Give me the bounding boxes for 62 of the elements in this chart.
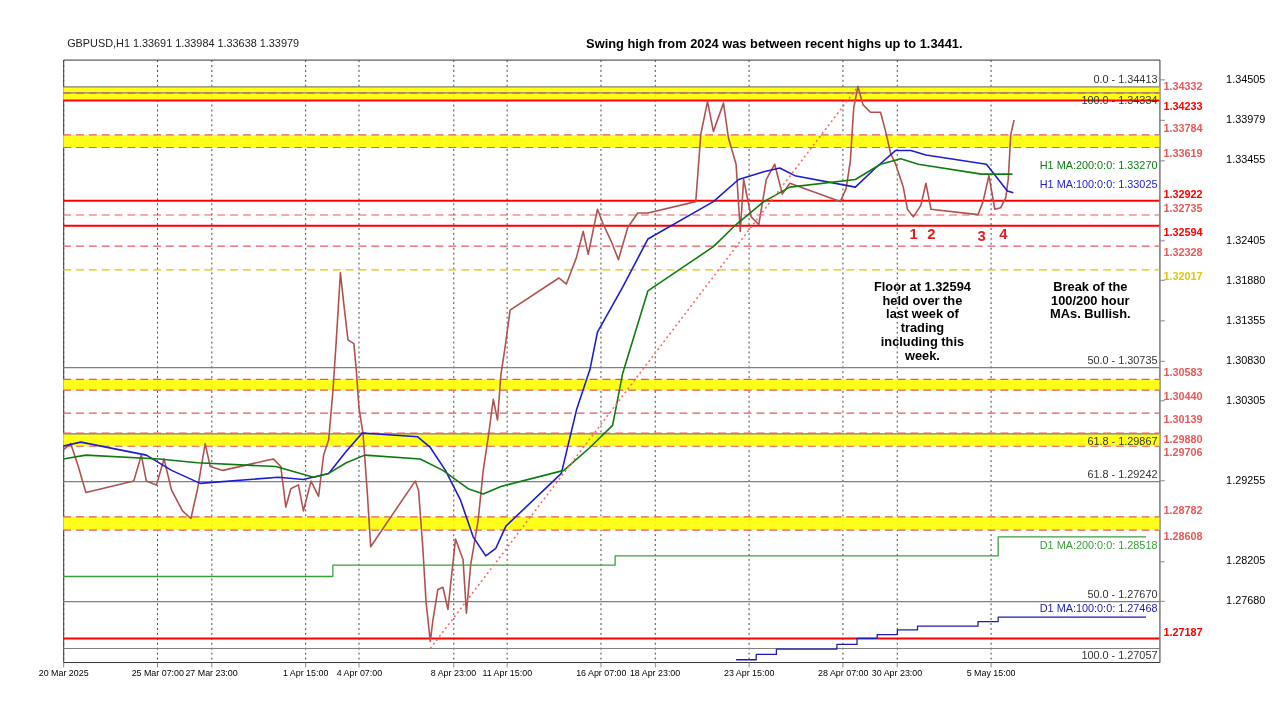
x-tick-label: 18 Apr 23:00 bbox=[629, 668, 681, 679]
ref-line-label: 1.32594 bbox=[1163, 225, 1203, 238]
y-tick-label: 1.30305 bbox=[1226, 393, 1266, 406]
ref-line-label: 1.28608 bbox=[1163, 529, 1203, 542]
x-tick-label: 30 Apr 23:00 bbox=[871, 668, 923, 679]
ref-line-label: 1.29880 bbox=[1163, 432, 1203, 445]
ref-line-label: 1.32328 bbox=[1163, 245, 1203, 258]
y-tick-label: 1.33979 bbox=[1226, 113, 1266, 126]
annotation: 50.0 - 1.30735 bbox=[1087, 353, 1158, 366]
y-tick-label: 1.33455 bbox=[1226, 153, 1266, 166]
y-tick-label: 1.29255 bbox=[1226, 474, 1266, 487]
line-series bbox=[62, 85, 1015, 643]
x-tick-label: 1 Apr 15:00 bbox=[282, 668, 329, 679]
ref-line-label: 1.29706 bbox=[1163, 446, 1203, 459]
ref-line-label: 1.30440 bbox=[1163, 390, 1203, 403]
x-tick-label: 16 Apr 07:00 bbox=[576, 668, 627, 679]
x-tick-label: 27 Mar 23:00 bbox=[185, 668, 238, 679]
chart-title: GBPUSD,H1 1.33691 1.33984 1.33638 1.33979 bbox=[67, 36, 299, 49]
x-tick-label: 23 Apr 15:00 bbox=[724, 668, 775, 679]
annotation: 61.8 - 1.29242 bbox=[1087, 467, 1158, 480]
x-tick-label: 20 Mar 2025 bbox=[38, 668, 89, 679]
x-tick-label: 5 May 15:00 bbox=[966, 668, 1016, 679]
series-label: D1 MA:200:0:0: 1.28518 bbox=[1039, 538, 1158, 551]
ref-line-label: 1.33619 bbox=[1163, 147, 1203, 160]
ref-line-label: 1.32922 bbox=[1163, 187, 1203, 200]
x-tick-label: 11 Apr 15:00 bbox=[482, 668, 533, 679]
annotation: Break of the 100/200 hour MAs. Bullish. bbox=[1050, 278, 1131, 322]
ref-line-label: 1.30583 bbox=[1163, 366, 1203, 379]
annotation: 4 bbox=[999, 226, 1009, 243]
line-series bbox=[62, 158, 1014, 495]
y-tick-label: 1.34505 bbox=[1226, 73, 1266, 86]
ref-line-label: 1.28782 bbox=[1163, 503, 1203, 516]
y-tick-label: 1.27680 bbox=[1226, 594, 1266, 607]
ref-line-label: 1.30139 bbox=[1163, 413, 1203, 426]
series-label: D1 MA:100:0:0: 1.27468 bbox=[1039, 602, 1158, 615]
y-tick-label: 1.28205 bbox=[1226, 554, 1266, 567]
line-series bbox=[62, 149, 1015, 557]
y-tick-label: 1.31880 bbox=[1226, 273, 1266, 286]
ref-line-label: 1.32735 bbox=[1163, 202, 1203, 215]
ref-line-label: 1.32017 bbox=[1163, 269, 1203, 282]
annotation: Floor at 1.32594 held over the last week of trading including this week. bbox=[873, 278, 972, 363]
ref-line-label: 1.34332 bbox=[1163, 80, 1203, 93]
text: H1 MA:200:0:0: 1.33270 bbox=[1039, 159, 1158, 172]
x-tick-label: 25 Mar 07:00 bbox=[131, 668, 184, 679]
annotation: 61.8 - 1.29867 bbox=[1087, 434, 1158, 447]
annotation: 0.0 - 1.34413 bbox=[1093, 72, 1158, 85]
y-tick-label: 1.30830 bbox=[1226, 353, 1266, 366]
text: Swing high from 2024 was between recent highs up to 1.3441. bbox=[586, 35, 963, 51]
annotation: 50.0 - 1.27670 bbox=[1087, 587, 1158, 600]
text: H1 MA:100:0:0: 1.33025 bbox=[1039, 177, 1158, 190]
annotation: 100.0 - 1.27057 bbox=[1081, 649, 1158, 662]
x-tick-label: 4 Apr 07:00 bbox=[336, 668, 383, 679]
x-tick-label: 28 Apr 07:00 bbox=[818, 668, 869, 679]
x-tick-label: 8 Apr 23:00 bbox=[430, 668, 477, 679]
annotation: 3 bbox=[977, 228, 986, 245]
y-tick-label: 1.32405 bbox=[1226, 233, 1266, 246]
ref-line-label: 1.33784 bbox=[1163, 121, 1203, 134]
ref-line-label: 1.27187 bbox=[1163, 625, 1203, 638]
annotation: 2 bbox=[927, 226, 936, 243]
y-tick-label: 1.31355 bbox=[1226, 313, 1266, 326]
annotation: 1 bbox=[909, 226, 918, 243]
ref-line-label: 1.34233 bbox=[1163, 100, 1203, 113]
